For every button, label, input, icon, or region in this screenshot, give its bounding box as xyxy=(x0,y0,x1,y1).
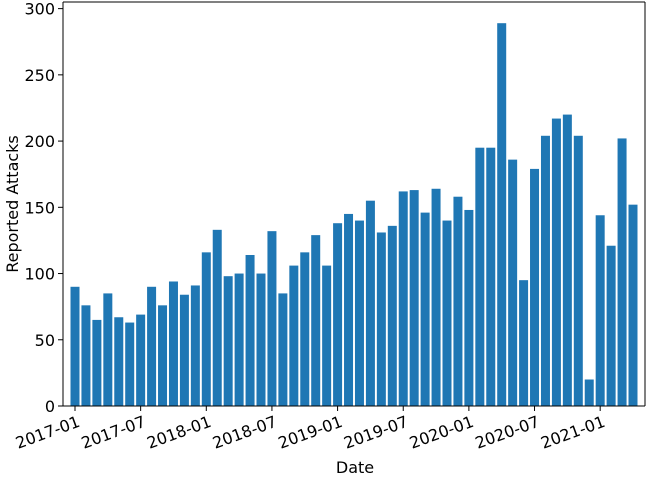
bar xyxy=(617,138,627,406)
x-tick-label: 2018-07 xyxy=(210,412,279,453)
x-tick-label: 2021-01 xyxy=(538,412,607,453)
bar xyxy=(179,294,189,406)
x-tick-label: 2017-07 xyxy=(79,412,148,453)
bar xyxy=(519,280,529,406)
bar xyxy=(376,232,386,406)
bar xyxy=(409,190,419,406)
x-tick-label: 2017-01 xyxy=(13,412,82,453)
y-tick-label: 150 xyxy=(24,198,55,217)
x-tick-label: 2020-07 xyxy=(473,412,542,453)
x-tick-label: 2018-01 xyxy=(144,412,213,453)
y-tick-label: 250 xyxy=(24,66,55,85)
bar xyxy=(92,319,102,406)
bar xyxy=(573,135,583,406)
bar xyxy=(168,281,178,406)
bar xyxy=(322,265,332,406)
y-tick-label: 0 xyxy=(45,397,55,416)
bar xyxy=(245,254,255,406)
x-tick-label: 2019-01 xyxy=(276,412,345,453)
bar xyxy=(354,220,364,406)
bar xyxy=(212,229,222,406)
bar xyxy=(158,305,168,406)
bar xyxy=(81,305,91,406)
bar xyxy=(562,114,572,407)
bar xyxy=(125,322,135,406)
bar xyxy=(300,252,310,406)
bar xyxy=(431,188,441,406)
x-tick-label: 2020-01 xyxy=(407,412,476,453)
bar xyxy=(497,23,507,406)
bar xyxy=(486,147,496,406)
bar xyxy=(442,220,452,406)
bar xyxy=(278,293,288,406)
bar xyxy=(344,213,354,406)
x-axis-label: Date xyxy=(336,458,374,477)
bar xyxy=(136,314,146,406)
bar xyxy=(333,223,343,406)
y-tick-label: 200 xyxy=(24,132,55,151)
bar xyxy=(190,285,200,406)
bar xyxy=(398,191,408,406)
bar xyxy=(551,118,561,406)
bar xyxy=(420,212,430,406)
bar xyxy=(147,286,157,406)
y-tick-label: 50 xyxy=(35,331,55,350)
y-axis-label: Reported Attacks xyxy=(3,135,22,273)
x-tick-label: 2019-07 xyxy=(341,412,410,453)
bar xyxy=(540,135,550,406)
bar xyxy=(508,159,518,406)
bar xyxy=(530,168,540,406)
bar xyxy=(595,215,605,406)
bar xyxy=(70,286,80,406)
y-tick-label: 100 xyxy=(24,265,55,284)
bar xyxy=(387,225,397,406)
bar xyxy=(114,317,124,406)
bar xyxy=(606,245,616,406)
bar xyxy=(453,196,463,406)
bar xyxy=(584,379,594,406)
bar xyxy=(475,147,485,406)
bar xyxy=(365,200,375,406)
y-tick-label: 300 xyxy=(24,0,55,19)
bar xyxy=(223,276,233,406)
bar xyxy=(103,293,113,406)
bar xyxy=(311,235,321,406)
bar xyxy=(201,252,211,406)
bar xyxy=(289,265,299,406)
bar xyxy=(464,209,474,406)
bar xyxy=(267,231,277,406)
bar xyxy=(256,273,266,406)
bar xyxy=(234,273,244,406)
bar xyxy=(628,204,638,406)
